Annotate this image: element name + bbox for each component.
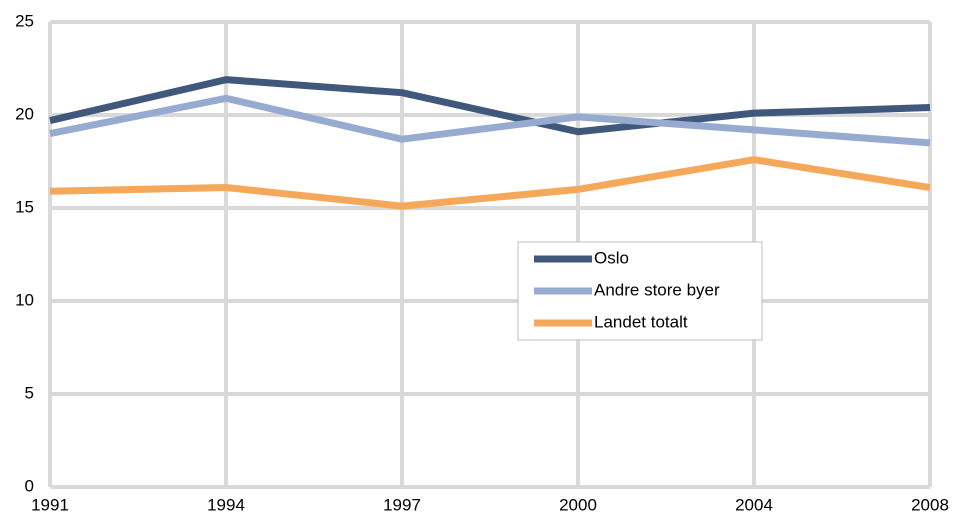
y-tick-label: 20: [15, 104, 34, 123]
line-series: [49, 76, 931, 136]
y-tick-label: 5: [25, 383, 34, 402]
legend-label: Andre store byer: [594, 280, 720, 299]
y-tick-label: 0: [25, 476, 34, 495]
y-tick-label: 15: [15, 197, 34, 216]
x-tick-label: 2000: [559, 495, 597, 514]
line-series: [49, 94, 931, 147]
y-tick-label: 25: [15, 11, 34, 30]
y-tick-label: 10: [15, 290, 34, 309]
x-tick-label: 2008: [911, 495, 949, 514]
legend-label: Landet totalt: [594, 312, 688, 331]
x-tick-label: 2004: [735, 495, 773, 514]
x-tick-label: 1997: [383, 495, 421, 514]
line-series: [49, 156, 931, 210]
x-tick-label: 1994: [207, 495, 245, 514]
x-tick-label: 1991: [31, 495, 69, 514]
legend-label: Oslo: [594, 248, 629, 267]
